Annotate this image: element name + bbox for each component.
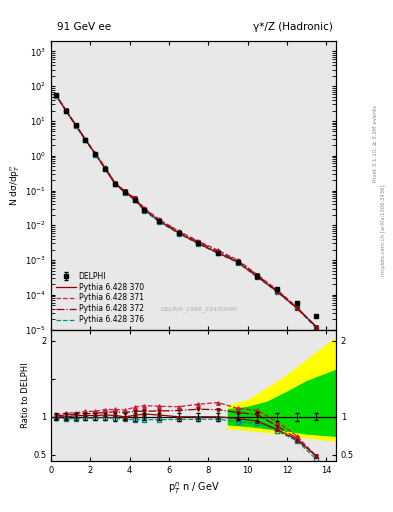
Pythia 6.428 372 [64,107,68,113]
Pythia 6.428 370 [216,250,220,256]
Legend: DELPHI, Pythia 6.428 370, Pythia 6.428 371, Pythia 6.428 372, Pythia 6.428 376: DELPHI, Pythia 6.428 370, Pythia 6.428 3… [55,270,145,326]
Pythia 6.428 372 [93,151,97,157]
Pythia 6.428 370 [157,218,162,224]
Pythia 6.428 372 [216,248,220,254]
Pythia 6.428 370 [314,324,319,330]
Pythia 6.428 372 [83,137,88,143]
Pythia 6.428 370 [83,137,88,143]
Pythia 6.428 371 [93,150,97,156]
Pythia 6.428 376 [132,197,137,203]
Pythia 6.428 371 [142,205,147,211]
Pythia 6.428 371 [83,136,88,142]
Pythia 6.428 371 [235,257,240,263]
Pythia 6.428 372 [294,305,299,311]
Pythia 6.428 376 [93,152,97,158]
Pythia 6.428 370 [235,259,240,265]
Pythia 6.428 372 [73,122,78,128]
Pythia 6.428 371 [112,179,117,185]
Pythia 6.428 370 [64,108,68,114]
Pythia 6.428 376 [83,137,88,143]
Text: 91 GeV ee: 91 GeV ee [57,22,111,32]
Pythia 6.428 371 [176,228,181,234]
Pythia 6.428 371 [255,271,260,278]
Pythia 6.428 370 [93,151,97,157]
Line: Pythia 6.428 371: Pythia 6.428 371 [56,95,316,327]
Pythia 6.428 376 [123,189,127,196]
Pythia 6.428 370 [53,92,59,98]
Pythia 6.428 376 [142,208,147,214]
Pythia 6.428 370 [112,181,117,187]
Pythia 6.428 376 [314,325,319,331]
Pythia 6.428 372 [112,180,117,186]
Pythia 6.428 371 [123,188,127,194]
Pythia 6.428 371 [275,287,279,293]
Pythia 6.428 371 [216,247,220,253]
Pythia 6.428 370 [294,305,299,311]
Pythia 6.428 370 [255,274,260,280]
Pythia 6.428 370 [103,165,108,172]
Pythia 6.428 370 [275,288,279,294]
X-axis label: p$_T^n$ n / GeV: p$_T^n$ n / GeV [168,480,219,496]
Pythia 6.428 372 [157,217,162,223]
Pythia 6.428 372 [255,272,260,279]
Pythia 6.428 376 [275,289,279,295]
Pythia 6.428 376 [294,305,299,311]
Pythia 6.428 376 [73,123,78,129]
Pythia 6.428 372 [176,229,181,235]
Pythia 6.428 371 [294,304,299,310]
Y-axis label: Ratio to DELPHI: Ratio to DELPHI [21,362,30,428]
Pythia 6.428 372 [53,92,59,98]
Pythia 6.428 376 [53,93,59,99]
Pythia 6.428 370 [123,189,127,195]
Pythia 6.428 370 [132,196,137,202]
Pythia 6.428 376 [157,219,162,225]
Pythia 6.428 376 [103,166,108,172]
Pythia 6.428 372 [235,258,240,264]
Pythia 6.428 376 [64,108,68,114]
Pythia 6.428 376 [216,250,220,257]
Pythia 6.428 370 [196,241,201,247]
Pythia 6.428 376 [112,181,117,187]
Pythia 6.428 372 [196,239,201,245]
Line: Pythia 6.428 376: Pythia 6.428 376 [56,96,316,328]
Pythia 6.428 370 [73,122,78,128]
Pythia 6.428 371 [73,121,78,127]
Pythia 6.428 372 [142,206,147,212]
Pythia 6.428 371 [157,216,162,222]
Pythia 6.428 370 [176,230,181,236]
Pythia 6.428 371 [64,106,68,113]
Y-axis label: N dσ/dp$_T^n$: N dσ/dp$_T^n$ [9,164,22,206]
Pythia 6.428 372 [132,196,137,202]
Pythia 6.428 371 [53,92,59,98]
Pythia 6.428 371 [314,324,319,330]
Text: mcplots.cern.ch [arXiv:1306.3436]: mcplots.cern.ch [arXiv:1306.3436] [381,185,386,276]
Pythia 6.428 370 [142,207,147,213]
Line: Pythia 6.428 372: Pythia 6.428 372 [56,95,316,327]
Pythia 6.428 371 [132,195,137,201]
Pythia 6.428 376 [235,260,240,266]
Pythia 6.428 372 [123,188,127,195]
Pythia 6.428 372 [103,165,108,171]
Text: Rivet 3.1.10; ≥ 3.2M events: Rivet 3.1.10; ≥ 3.2M events [373,105,378,182]
Text: γ*/Z (Hadronic): γ*/Z (Hadronic) [253,22,333,32]
Pythia 6.428 376 [196,241,201,247]
Pythia 6.428 372 [314,324,319,330]
Pythia 6.428 376 [255,274,260,281]
Text: DELPHI_1996_S3430090: DELPHI_1996_S3430090 [161,307,238,312]
Pythia 6.428 372 [275,288,279,294]
Line: Pythia 6.428 370: Pythia 6.428 370 [56,95,316,327]
Pythia 6.428 371 [196,238,201,244]
Pythia 6.428 371 [103,164,108,170]
Pythia 6.428 376 [176,230,181,237]
